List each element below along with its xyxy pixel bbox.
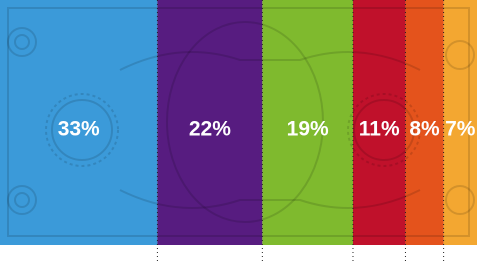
value-label: 11% [359, 118, 400, 141]
value-label: 8% [409, 118, 440, 141]
value-label: 7% [445, 118, 476, 141]
chart: 33% 22% 19% 11% 8%7% [0, 0, 477, 261]
value-label: 33% [58, 118, 100, 141]
value-label: 19% [287, 118, 329, 141]
value-label: 22% [189, 118, 231, 141]
page: 33%22%19%11%8%7% (() => { const data = J… [0, 0, 477, 261]
